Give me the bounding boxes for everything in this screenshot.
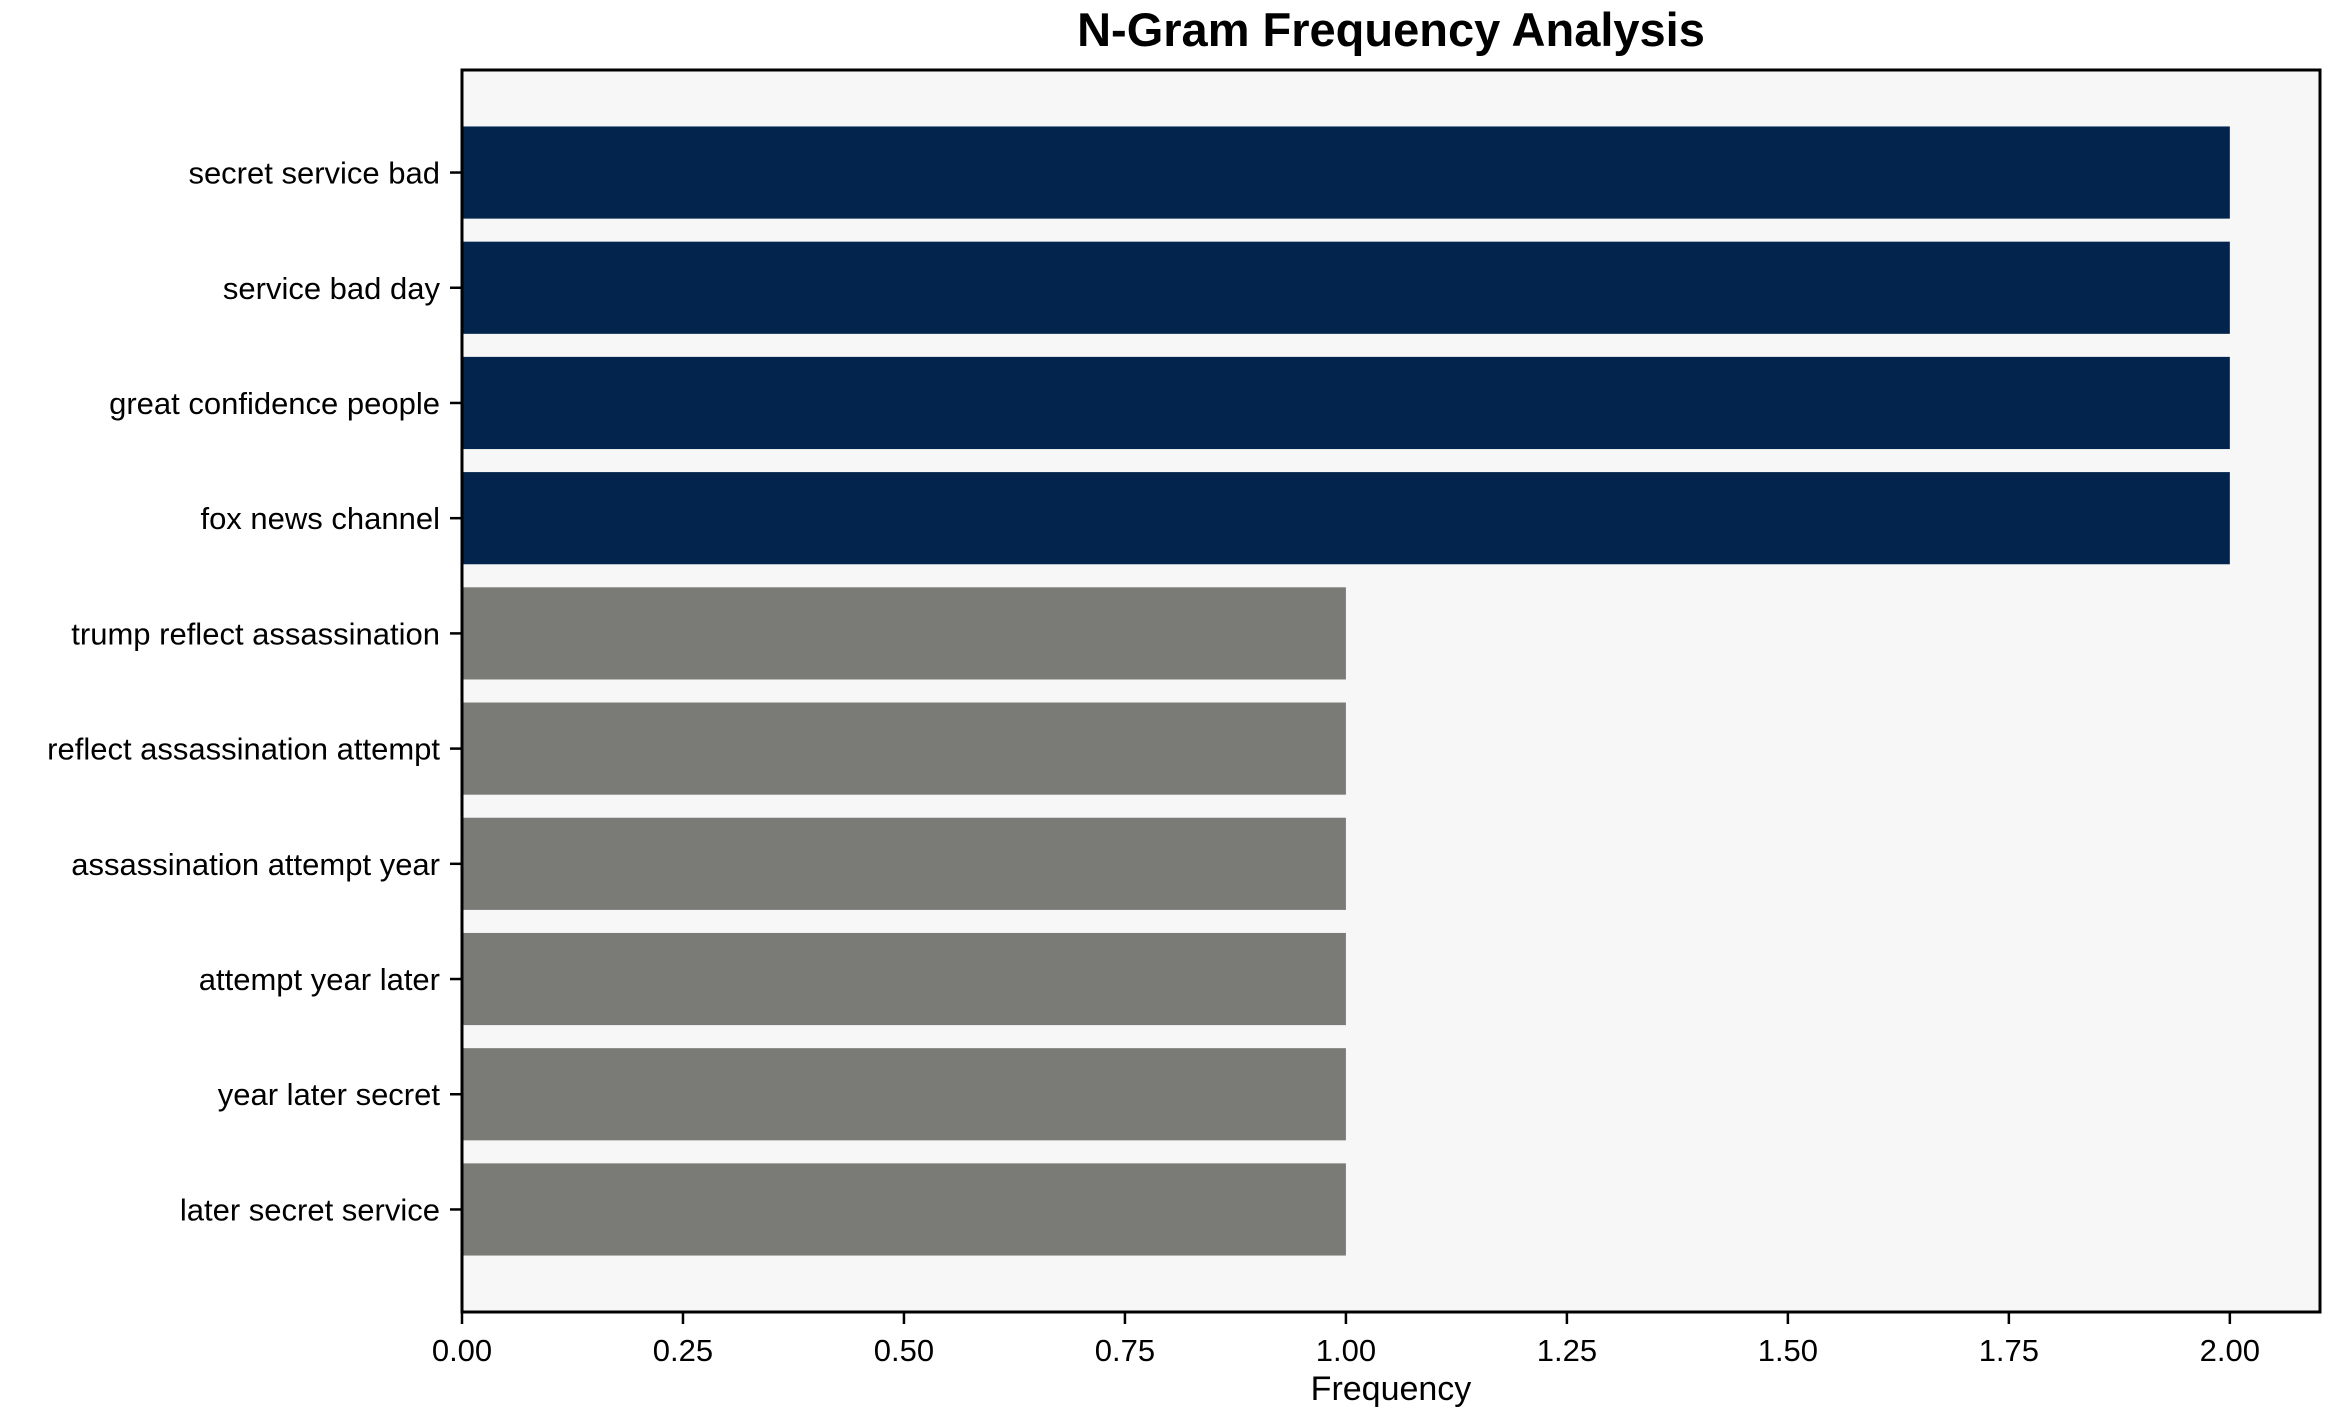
y-tick-label: great confidence people — [109, 386, 440, 421]
x-tick-label: 0.25 — [653, 1333, 713, 1368]
x-axis-label: Frequency — [1311, 1370, 1472, 1408]
x-tick-label: 0.75 — [1095, 1333, 1155, 1368]
bar — [462, 932, 1346, 1026]
bar — [462, 356, 2230, 450]
bars-group — [462, 126, 2230, 1256]
bar — [462, 702, 1346, 795]
plot-border — [460, 68, 2322, 1314]
bar — [462, 817, 1346, 910]
chart-title: N-Gram Frequency Analysis — [1077, 3, 1705, 56]
y-tick-label: trump reflect assassination — [71, 616, 440, 651]
bar — [462, 126, 2230, 219]
bar — [462, 472, 2230, 565]
x-tick-label: 0.00 — [432, 1333, 492, 1368]
y-tick-label: year later secret — [218, 1077, 441, 1112]
y-tick-label: secret service bad — [188, 156, 440, 191]
bar — [462, 1163, 1346, 1256]
y-axis-ticks: secret service bad service bad day great c… — [47, 156, 462, 1227]
x-tick-label: 1.50 — [1758, 1333, 1818, 1368]
y-tick-label: assassination attempt year — [71, 847, 440, 882]
y-tick-label: service bad day — [223, 271, 441, 306]
x-tick-label: 1.25 — [1537, 1333, 1597, 1368]
bar — [462, 1048, 1346, 1141]
x-axis-ticks: 0.00 0.25 0.50 0.75 1.00 1.25 1.50 1.75 2.00 — [432, 1312, 2260, 1368]
x-tick-label: 0.50 — [874, 1333, 934, 1368]
x-tick-label: 1.00 — [1316, 1333, 1376, 1368]
y-tick-label: later secret service — [180, 1192, 440, 1227]
x-tick-label: 2.00 — [2200, 1333, 2260, 1368]
x-tick-label: 1.75 — [1979, 1333, 2039, 1368]
y-tick-label: fox news channel — [200, 501, 440, 536]
y-tick-label: attempt year later — [199, 962, 440, 997]
bar — [462, 241, 2230, 334]
bar — [462, 587, 1346, 680]
y-tick-label: reflect assassination attempt — [47, 732, 440, 767]
